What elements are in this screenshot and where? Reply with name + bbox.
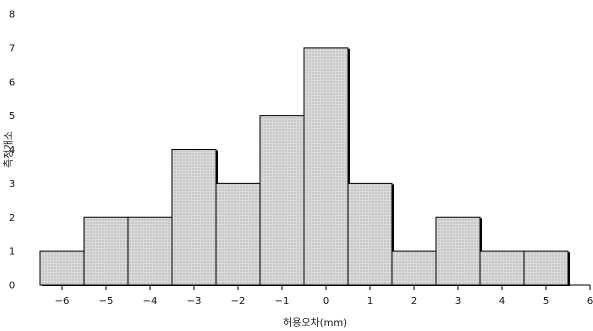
x-tick-label: −4 — [143, 296, 158, 307]
x-tick-label: 5 — [543, 296, 549, 307]
y-tick-label: 6 — [9, 77, 15, 88]
y-tick-label: 0 — [9, 281, 15, 292]
bar-group — [39, 47, 570, 286]
x-tick-label: 3 — [455, 296, 461, 307]
y-tick-label: 8 — [9, 10, 15, 21]
y-axis-ticks: 0 1 2 3 4 5 6 7 8 — [9, 10, 15, 292]
bar — [391, 250, 437, 286]
x-tick-label: −3 — [187, 296, 202, 307]
y-tick-label: 5 — [9, 111, 15, 122]
x-tick-label: 1 — [367, 296, 373, 307]
x-axis-label: 허용오차(mm) — [283, 317, 347, 329]
x-tick-label: −6 — [55, 296, 70, 307]
x-tick-label: 4 — [499, 296, 505, 307]
bar — [523, 250, 569, 286]
bar — [171, 149, 217, 286]
y-tick-label: 2 — [9, 213, 15, 224]
x-tick-label: −1 — [275, 296, 290, 307]
bar — [259, 115, 305, 286]
y-tick-label: 1 — [9, 247, 15, 258]
bar — [39, 250, 85, 286]
x-tick-label: 6 — [587, 296, 593, 307]
bar — [347, 182, 393, 286]
x-tick-label: 2 — [411, 296, 417, 307]
y-tick-label: 3 — [9, 179, 15, 190]
bar — [83, 216, 129, 286]
bar — [435, 216, 481, 286]
y-tick-label: 7 — [9, 43, 15, 54]
bar — [215, 182, 261, 286]
bar — [127, 216, 173, 286]
x-tick-label: −2 — [231, 296, 246, 307]
bar — [479, 250, 525, 286]
y-tick-label: 4 — [9, 145, 15, 156]
bar — [303, 47, 349, 286]
x-tick-label: 0 — [323, 296, 329, 307]
y-axis-label: 측정개소 — [3, 131, 15, 168]
x-tick-label: −5 — [99, 296, 114, 307]
x-axis-ticks: −6 −5 −4 −3 −2 −1 0 1 2 3 4 5 6 — [55, 285, 593, 307]
